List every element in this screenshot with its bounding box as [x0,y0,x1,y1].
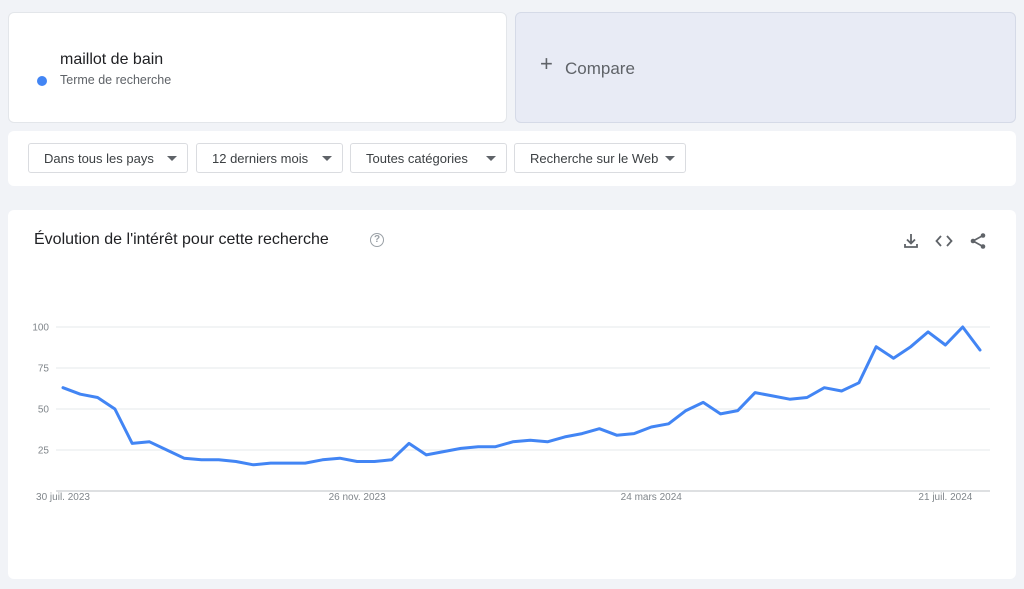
search-term-type: Terme de recherche [60,73,172,87]
time-range-filter-dropdown[interactable]: 12 derniers mois [196,143,343,173]
filter-bar: Dans tous les pays 12 derniers mois Tout… [8,131,1016,186]
share-icon[interactable] [968,231,988,251]
chart-gridlines [56,326,990,492]
x-tick-label: 30 juil. 2023 [36,492,90,503]
y-tick-label: 25 [38,446,50,457]
dropdown-arrow-icon [167,156,177,161]
plus-icon: + [540,51,553,76]
help-icon[interactable]: ? [370,233,384,247]
series-line[interactable] [61,325,982,467]
dropdown-arrow-icon [665,156,675,161]
compare-label: Compare [565,59,635,78]
region-filter-dropdown[interactable]: Dans tous les pays [28,143,188,173]
search-term-title[interactable]: maillot de bain [60,51,164,68]
y-tick-label: 75 [38,364,50,375]
search-type-filter-dropdown[interactable]: Recherche sur le Web [514,143,686,173]
interest-over-time-card: Évolution de l'intérêt pour cette recher… [8,210,1016,579]
category-filter-label: Toutes catégories [366,150,468,166]
x-axis-ticks: 30 juil. 2023 26 nov. 2023 24 mars 2024 21 … [36,492,973,503]
search-type-filter-label: Recherche sur le Web [530,150,659,166]
dropdown-arrow-icon [486,156,496,161]
category-filter-dropdown[interactable]: Toutes catégories [350,143,507,173]
search-term-card[interactable]: maillot de bain Terme de recherche [8,12,507,123]
download-icon[interactable] [901,231,921,251]
x-tick-label: 26 nov. 2023 [329,492,387,503]
dropdown-arrow-icon [322,156,332,161]
x-tick-label: 24 mars 2024 [621,492,683,503]
time-range-filter-label: 12 derniers mois [212,150,309,166]
region-filter-label: Dans tous les pays [44,150,154,166]
x-tick-label: 21 juil. 2024 [918,492,972,503]
interest-line-chart: 25 50 75 100 30 juil. 2023 26 nov. 2023 24 ma… [32,323,990,503]
series-lines [61,325,982,467]
series-color-dot [37,76,47,86]
y-axis-ticks: 25 50 75 100 [32,323,49,457]
y-tick-label: 50 [38,405,50,416]
y-tick-label: 100 [32,323,49,334]
chart-title: Évolution de l'intérêt pour cette recher… [34,231,329,248]
embed-code-icon[interactable] [934,231,954,251]
compare-button[interactable]: + Compare [515,12,1016,123]
